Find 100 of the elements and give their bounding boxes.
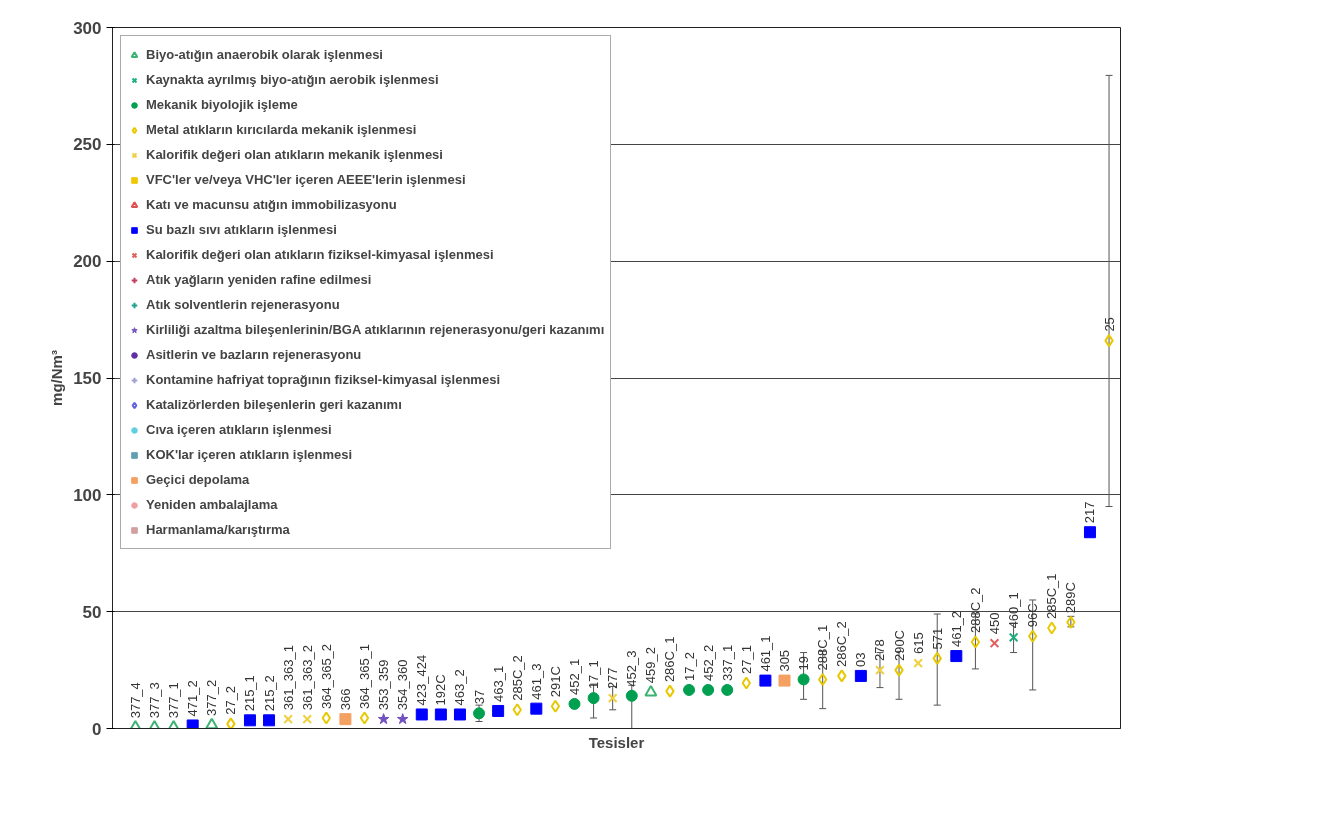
y-tick-label: 300 — [73, 18, 102, 38]
point — [453, 708, 466, 721]
point — [702, 683, 715, 696]
x-tick-label: 423_424 — [414, 654, 430, 706]
point — [1104, 334, 1114, 348]
point — [415, 708, 428, 721]
x-tick-label: 353_359 — [376, 659, 392, 711]
point — [396, 713, 409, 725]
point — [530, 702, 543, 715]
x-tick-label: 459_2 — [643, 647, 659, 684]
x-tick-label: 192C — [433, 674, 449, 706]
x-tick-label: 277 — [605, 667, 621, 690]
x-tick-label: 17_1 — [586, 660, 602, 690]
x-tick-label: 288C_1 — [815, 624, 831, 671]
point — [854, 669, 867, 682]
x-tick-label: 377_3 — [147, 682, 162, 719]
point — [226, 717, 236, 729]
x-tick-label: 290C — [891, 630, 907, 662]
point — [568, 697, 581, 710]
x-tick-label: 377_1 — [166, 682, 182, 719]
point — [950, 650, 963, 663]
point — [434, 708, 447, 721]
x-tick-label: 217 — [1082, 501, 1098, 524]
point — [721, 683, 734, 696]
point — [302, 714, 313, 725]
legend-label: Metal atıkların kırıcılarda mekanik işlenmesi — [146, 121, 417, 139]
point — [512, 703, 522, 717]
x-tick-label: 286C_2 — [834, 621, 850, 667]
x-tick-label: 471_2 — [185, 680, 201, 717]
x-tick-label: 19 — [796, 655, 812, 671]
x-axis-title: Tesisler — [588, 733, 645, 751]
point — [1047, 621, 1057, 635]
x-tick-label: 286C_1 — [662, 636, 678, 683]
point — [359, 711, 370, 725]
point — [797, 673, 810, 686]
point — [932, 651, 942, 665]
x-tick-label: 460_1 — [1006, 592, 1022, 629]
point — [205, 717, 219, 729]
x-tick-label: 463_2 — [452, 669, 468, 706]
x-tick-label: 463_1 — [490, 665, 506, 702]
x-tick-label: 337_1 — [719, 644, 735, 681]
point — [283, 714, 294, 725]
x-tick-label: 96C — [1025, 603, 1041, 628]
point — [875, 665, 885, 675]
x-tick-label: 215_1 — [242, 675, 258, 712]
x-tick-label: 27_1 — [738, 645, 754, 674]
legend-label: Atık yağların yeniden rafine edilmesi — [146, 271, 372, 289]
legend-label: Harmanlama/karıştırma — [146, 521, 290, 539]
point — [1028, 629, 1038, 643]
legend-label: Cıva içeren atıkların işlenmesi — [146, 421, 332, 439]
x-tick-label: 27_2 — [223, 685, 239, 715]
point — [665, 684, 675, 698]
legend-label: Kalorifik değeri olan atıkların fiziksel-kimyasal işlenmesi — [146, 246, 494, 264]
x-tick-label: 452_3 — [624, 650, 640, 687]
x-tick-label: 03 — [853, 652, 869, 667]
point — [607, 693, 618, 704]
legend-label: Kontamine hafriyat toprağının fiziksel-kimyasal işlenmesi — [146, 371, 500, 389]
point — [683, 683, 696, 696]
x-tick-label: 291C — [547, 666, 563, 698]
x-tick-label: 450 — [987, 612, 1002, 635]
x-tick-label: 461_2 — [948, 610, 964, 648]
point — [263, 714, 276, 727]
point — [186, 719, 199, 729]
x-tick-label: 288C_2 — [967, 587, 983, 634]
legend-label: Biyo-atığın anaerobik olarak işlenmesi — [146, 46, 383, 64]
legend-label: Kaynakta ayrılmış biyo-atığın aerobik işlenmesi — [146, 71, 439, 89]
point — [625, 689, 638, 702]
point — [818, 672, 828, 686]
point — [644, 684, 658, 697]
point — [970, 635, 981, 649]
x-tick-label: 571 — [929, 627, 945, 650]
x-tick-label: 37 — [471, 689, 487, 705]
x-tick-label: 361_363_2 — [299, 645, 315, 711]
point — [243, 714, 256, 727]
point — [759, 674, 772, 687]
point — [492, 704, 505, 717]
legend-label: Katalizörlerden bileşenlerin geri kazanımı — [146, 396, 402, 414]
point — [741, 676, 751, 690]
legend-label: Mekanik biyolojik işleme — [146, 96, 298, 114]
legend-label: Yeniden ambalajlama — [146, 496, 278, 514]
point — [339, 713, 352, 726]
x-tick-label: 364_365_2 — [318, 643, 334, 709]
x-tick-label: 354_360 — [395, 659, 411, 711]
point — [377, 713, 390, 725]
legend-label: VFC'ler ve/veya VHC'ler içeren AEEE'lerin işlenmesi — [146, 171, 466, 189]
y-tick-label: 200 — [73, 252, 102, 272]
point — [550, 699, 561, 713]
point — [1083, 526, 1096, 539]
legend-label: Kalorifik değeri olan atıkların mekanik işlenmesi — [146, 146, 443, 164]
x-tick-label: 452_1 — [567, 658, 582, 695]
x-tick-label: 289C — [1063, 582, 1079, 614]
x-tick-label: 364_365_1 — [357, 643, 372, 709]
legend-label: Kirliliği azaltma bileşenlerinin/BGA atıklarının rejenerasyonu/geri kazanımı — [146, 321, 605, 339]
x-tick-label: 17_2 — [681, 652, 697, 681]
x-tick-label: 377_2 — [204, 679, 220, 716]
x-tick-label: 285C_1 — [1044, 573, 1060, 620]
point — [989, 638, 1000, 649]
x-tick-label: 361_363_1 — [280, 645, 296, 711]
legend-label: Geçici depolama — [146, 471, 250, 489]
x-tick-label: 25 — [1101, 317, 1117, 332]
